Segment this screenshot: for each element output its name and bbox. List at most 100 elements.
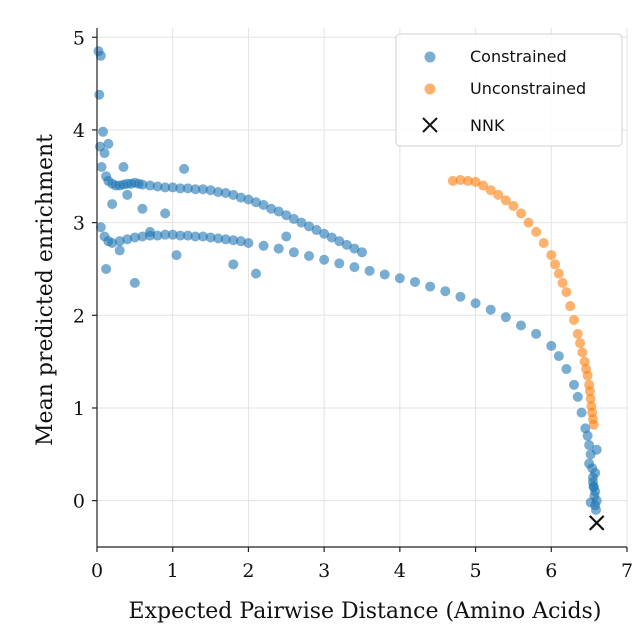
point-unconstrained (455, 174, 466, 185)
point-unconstrained (550, 259, 561, 270)
point-constrained (590, 504, 601, 515)
point-constrained (145, 226, 155, 237)
point-constrained (584, 440, 595, 451)
point-constrained (304, 221, 314, 232)
point-constrained (220, 234, 231, 245)
point-unconstrained (565, 301, 576, 312)
point-constrained (531, 328, 542, 339)
point-constrained (152, 181, 163, 192)
point-constrained (213, 187, 224, 198)
point-constrained (572, 391, 583, 402)
point-constrained (198, 184, 208, 195)
point-constrained (364, 265, 375, 276)
point-constrained (357, 247, 367, 258)
point-unconstrained (508, 200, 519, 211)
point-constrained (152, 230, 163, 241)
point-constrained (228, 235, 239, 246)
legend-marker-unconstrained (424, 83, 436, 95)
point-constrained (122, 189, 133, 200)
point-constrained (591, 444, 602, 455)
point-constrained (296, 217, 307, 228)
y-tick-label: 1 (73, 398, 85, 420)
point-constrained (114, 236, 125, 247)
x-tick-label: 1 (167, 560, 179, 582)
legend-marker-nnk (422, 117, 438, 133)
point-unconstrained (516, 208, 526, 219)
point-constrained (440, 286, 451, 297)
point-constrained (94, 89, 105, 100)
point-unconstrained (553, 268, 564, 279)
point-unconstrained (572, 328, 583, 339)
point-unconstrained (582, 370, 593, 381)
data-points (93, 46, 605, 531)
point-constrained (349, 262, 360, 273)
point-constrained (576, 407, 587, 418)
point-constrained (190, 184, 201, 195)
point-unconstrained (557, 277, 568, 288)
point-constrained (137, 179, 148, 190)
x-tick-label: 0 (91, 560, 103, 582)
point-constrained (95, 50, 106, 61)
point-constrained (182, 183, 193, 194)
point-constrained (425, 281, 436, 292)
point-constrained (101, 263, 112, 274)
point-constrained (179, 163, 190, 174)
x-tick-label: 2 (242, 560, 254, 582)
point-nnk (588, 515, 605, 531)
point-constrained (145, 180, 155, 191)
point-constrained (394, 273, 405, 284)
point-unconstrained (531, 226, 542, 237)
point-constrained (98, 126, 109, 137)
point-constrained (266, 203, 277, 214)
legend-label-nnk: NNK (470, 116, 505, 135)
point-constrained (235, 192, 246, 203)
y-tick-label: 0 (73, 491, 85, 513)
x-tick-label: 6 (545, 560, 557, 582)
point-unconstrained (523, 217, 534, 228)
point-constrained (546, 340, 557, 351)
point-unconstrained (585, 393, 596, 404)
point-constrained (251, 268, 261, 279)
point-constrained (590, 467, 601, 478)
point-constrained (96, 162, 107, 173)
x-tick-label: 4 (394, 560, 406, 582)
point-constrained (182, 230, 193, 241)
legend: Constrained Unconstrained NNK (395, 33, 623, 147)
point-constrained (500, 312, 511, 323)
point-constrained (326, 232, 337, 243)
point-unconstrained (577, 347, 588, 358)
point-constrained (334, 258, 345, 269)
point-constrained (582, 430, 593, 441)
x-tick-label: 3 (318, 560, 330, 582)
point-constrained (410, 276, 420, 287)
point-constrained (99, 148, 110, 159)
point-constrained (198, 231, 208, 242)
y-tick-label: 3 (73, 213, 85, 235)
point-constrained (273, 206, 284, 217)
point-unconstrained (538, 238, 549, 249)
point-constrained (251, 197, 261, 208)
point-unconstrained (588, 419, 599, 430)
point-constrained (485, 304, 496, 315)
point-constrained (160, 208, 171, 219)
point-constrained (304, 250, 314, 261)
point-constrained (137, 231, 148, 242)
point-unconstrained (493, 189, 504, 200)
point-constrained (334, 236, 345, 247)
point-constrained (205, 232, 216, 243)
point-unconstrained (485, 185, 496, 196)
point-constrained (516, 320, 526, 331)
point-unconstrained (463, 175, 473, 186)
point-constrained (273, 243, 284, 254)
point-unconstrained (579, 356, 590, 367)
point-constrained (470, 298, 481, 309)
x-tick-label: 7 (621, 560, 633, 582)
point-constrained (569, 379, 579, 390)
point-constrained (553, 351, 564, 362)
point-constrained (235, 236, 246, 247)
point-constrained (114, 245, 125, 256)
legend-label-unconstrained: Unconstrained (470, 79, 586, 98)
y-axis-label: Mean predicted enrichment (33, 134, 58, 446)
y-tick-label: 2 (73, 305, 85, 327)
